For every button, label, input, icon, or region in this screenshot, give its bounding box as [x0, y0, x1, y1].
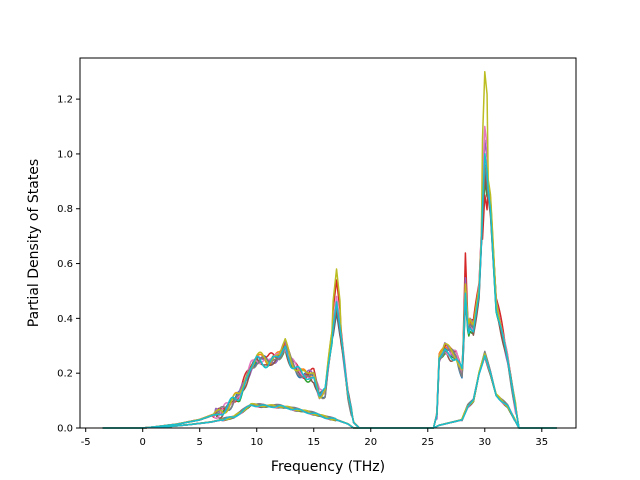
pdos-series-low-line	[102, 354, 557, 429]
y-tick-label: 0.4	[57, 314, 73, 325]
y-tick-label: 1.0	[57, 149, 73, 160]
x-tick-label: 20	[364, 437, 377, 448]
y-tick-label: 1.2	[57, 95, 73, 106]
x-tick-label: 10	[250, 437, 263, 448]
x-tick-label: 5	[197, 437, 203, 448]
y-tick-label: 0.8	[57, 204, 73, 215]
x-axis-ticks: -5 0 5 10 15 20 25 30 35	[81, 428, 548, 448]
x-tick-label: 0	[140, 437, 146, 448]
x-tick-label: 35	[535, 437, 548, 448]
x-tick-label: 25	[421, 437, 434, 448]
y-axis-label: Partial Density of States	[26, 159, 42, 327]
y-tick-label: 0.6	[57, 259, 73, 270]
y-tick-label: 0.0	[57, 424, 73, 435]
x-tick-label: -5	[81, 437, 91, 448]
axes-frame	[79, 57, 577, 429]
plot-lines	[102, 70, 557, 429]
y-axis-ticks: 0.0 0.2 0.4 0.6 0.8 1.0 1.2	[57, 95, 80, 435]
pdos-series-line	[102, 153, 557, 429]
x-axis-label: Frequency (THz)	[271, 459, 385, 475]
x-tick-label: 15	[307, 437, 320, 448]
y-tick-label: 0.2	[57, 369, 73, 380]
x-tick-label: 30	[478, 437, 491, 448]
